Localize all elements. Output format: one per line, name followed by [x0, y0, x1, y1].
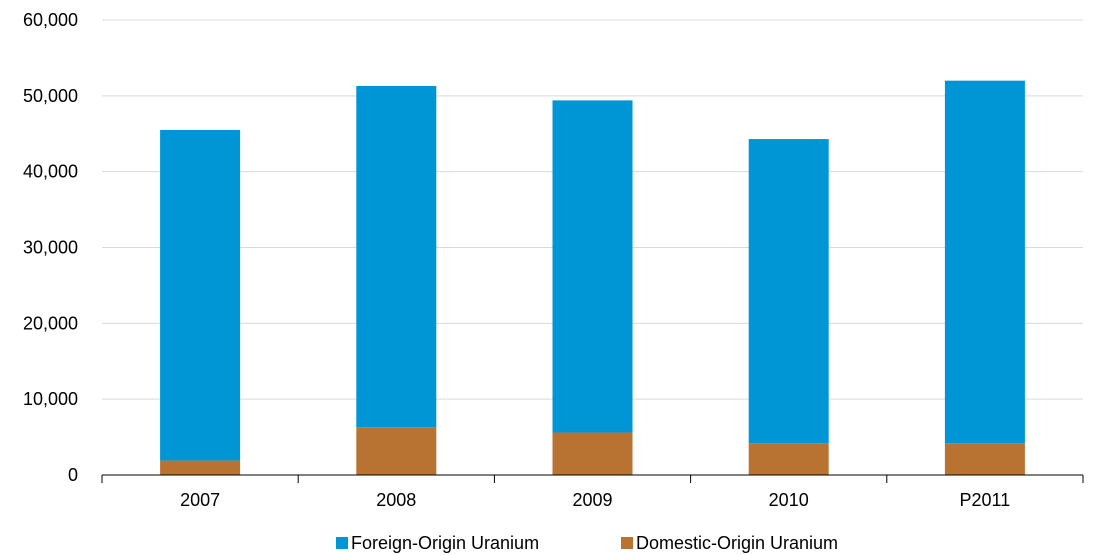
axes: 0 10,000 20,000 30,000 40,000 50,000 60,000 200…: [23, 10, 1084, 510]
legend-label: Domestic-Origin Uranium: [636, 533, 838, 553]
legend-swatch: [621, 537, 633, 549]
legend: Foreign-Origin Uranium Domestic-Origin Ur…: [336, 533, 838, 553]
bar-domestic-2007: [160, 460, 241, 475]
bar-foreign-2008: [356, 85, 437, 428]
y-tick-label: 10,000: [23, 389, 78, 409]
legend-swatch: [336, 537, 348, 549]
y-tick-label: 30,000: [23, 238, 78, 258]
bar-domestic-2008: [356, 427, 437, 475]
bar-domestic-2009: [552, 432, 633, 475]
y-tick-label: 40,000: [23, 162, 78, 182]
bar-domestic-2010: [748, 443, 829, 475]
bar-foreign-2010: [748, 139, 829, 444]
y-tick-label: 0: [68, 465, 78, 485]
x-tick-label: 2007: [180, 490, 220, 510]
x-tick-label: P2011: [960, 490, 1011, 510]
bars: [160, 80, 1025, 475]
bar-foreign-p2011: [944, 80, 1025, 444]
x-tick-label: 2010: [769, 490, 809, 510]
bar-foreign-2009: [552, 100, 633, 433]
y-tick-label: 60,000: [23, 10, 78, 30]
y-tick-label: 50,000: [23, 86, 78, 106]
x-tick-label: 2008: [376, 490, 416, 510]
x-tick-label: 2009: [572, 490, 612, 510]
bar-foreign-2007: [160, 129, 241, 461]
bar-domestic-p2011: [944, 443, 1025, 475]
legend-label: Foreign-Origin Uranium: [351, 533, 539, 553]
y-tick-label: 20,000: [23, 313, 78, 333]
